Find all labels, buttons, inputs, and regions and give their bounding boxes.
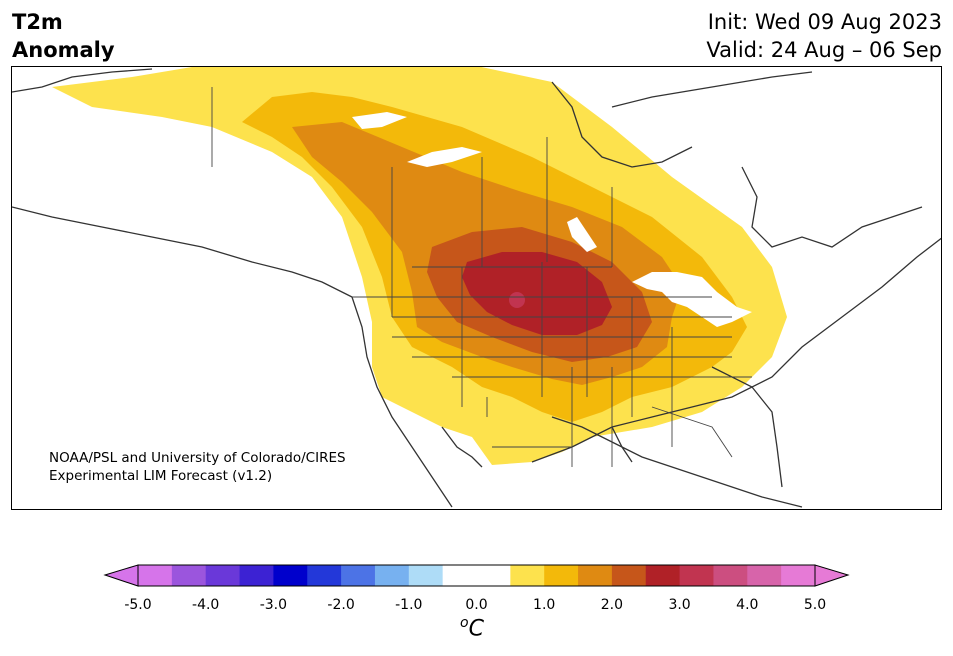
unit-celsius: C	[468, 616, 484, 642]
colorbar-tick-label: 0.0	[465, 597, 488, 613]
map-title: T2m Anomaly	[12, 8, 115, 64]
colorbar-tick-label: -4.0	[192, 597, 220, 613]
colorbar-cell	[171, 565, 207, 586]
colorbar-tick-label: 1.0	[533, 597, 556, 613]
colorbar-overflow-triangle	[814, 564, 850, 587]
anomaly-band-3.0-3.5	[509, 292, 525, 308]
colorbar-cell	[307, 565, 342, 586]
colorbar-cell	[747, 565, 782, 586]
unit-label: oC	[460, 615, 484, 641]
colorbar-cell	[239, 565, 274, 586]
colorbar-tick-label: 3.0	[668, 597, 691, 613]
colorbar-cell	[476, 565, 511, 586]
colorbar-tick-label: -2.0	[327, 597, 355, 613]
colorbar-cell	[679, 565, 714, 586]
colorbar-cell	[374, 565, 410, 586]
great-lakes	[632, 272, 752, 327]
init-date: Init: Wed 09 Aug 2023	[707, 10, 942, 34]
colorbar-tick-label: 5.0	[803, 597, 827, 613]
colorbar-cell	[781, 565, 816, 586]
colorbar-cells	[138, 565, 816, 586]
anomaly-map	[11, 66, 942, 510]
colorbar-tick-label: -3.0	[259, 597, 288, 613]
colorbar-tick-label: 4.0	[736, 597, 759, 613]
colorbar-cell	[713, 565, 748, 586]
political-borders	[211, 87, 752, 467]
colorbar-tick-label: 2.0	[600, 597, 624, 613]
anomaly-band-2.5-3.0	[462, 252, 612, 335]
colorbar-underflow-triangle	[103, 564, 139, 587]
credit-line-1: NOAA/PSL and University of Colorado/CIRE…	[49, 450, 346, 466]
colorbar-cell	[578, 565, 613, 586]
title-variable: T2m	[12, 10, 63, 34]
unit-degree-sup: o	[460, 615, 469, 631]
colorbar-tick-label: -5.0	[124, 597, 152, 613]
colorbar-cell	[341, 565, 376, 586]
colorbar-cell	[138, 565, 173, 586]
colorbar-tick-label: -1.0	[395, 597, 423, 613]
credit-text: NOAA/PSL and University of Colorado/CIRE…	[49, 449, 346, 485]
great-slave-lake	[407, 147, 482, 167]
credit-line-2: Experimental LIM Forecast (v1.2)	[49, 468, 273, 484]
hudson-bay-region-lake	[352, 112, 407, 129]
coastlines	[12, 68, 941, 508]
colorbar	[103, 564, 850, 587]
colorbar-cell	[273, 565, 308, 586]
colorbar-cell	[408, 565, 444, 586]
colorbar-cell	[510, 565, 545, 586]
colorbar-outline	[137, 564, 816, 587]
forecast-dates: Init: Wed 09 Aug 2023 Valid: 24 Aug – 06…	[706, 8, 942, 64]
lake-winnipeg	[567, 217, 597, 252]
colorbar-cell	[442, 565, 477, 586]
colorbar-cell	[645, 565, 681, 586]
map-canvas	[12, 67, 941, 508]
colorbar-cell	[205, 565, 241, 586]
colorbar-cell	[611, 565, 647, 586]
colorbar-cell	[544, 565, 579, 586]
valid-dates: Valid: 24 Aug – 06 Sep	[706, 38, 942, 62]
title-anomaly: Anomaly	[12, 38, 115, 62]
